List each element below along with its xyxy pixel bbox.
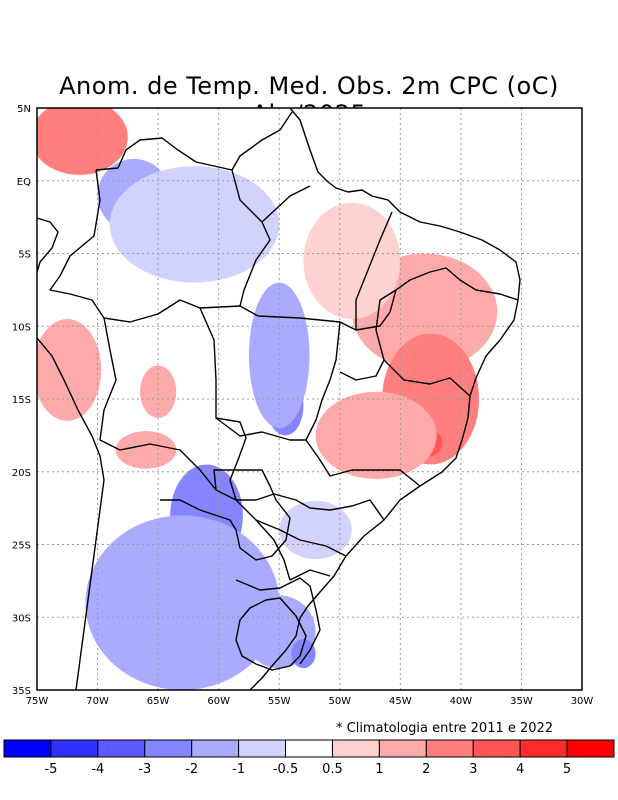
colorbar-label: -0.5 (273, 762, 298, 777)
border-states-4 (305, 321, 341, 441)
colorbar-swatch (50, 739, 99, 758)
colorbar-swatch (566, 739, 615, 758)
colorbar-swatch (238, 739, 287, 758)
border-states-6 (389, 267, 519, 313)
border-argentina-uruguay (235, 577, 321, 665)
colorbar-label: 2 (422, 762, 430, 777)
colorbar-labels: -5 -4 -3 -2 -1 -0.5 0.5 1 2 3 4 5 (44, 762, 571, 777)
colorbar-label: -2 (185, 762, 198, 777)
lat-tick-label: 5S (18, 250, 31, 261)
colorbar (3, 739, 615, 758)
lat-tick-label: 15S (12, 395, 31, 406)
colorbar-swatch (519, 739, 568, 758)
plot-frame (36, 107, 583, 691)
grid-lines (37, 108, 582, 690)
colorbar-swatch (472, 739, 521, 758)
anomaly-cold-argentina (85, 515, 280, 690)
border-states-11 (255, 519, 347, 557)
colorbar-swatch (3, 739, 52, 758)
lon-tick-label: 50W (328, 696, 351, 707)
border-states-10 (236, 493, 385, 521)
border-brazil-north (95, 111, 293, 171)
colorbar-label: 1 (375, 762, 383, 777)
lat-tick-label: 35S (12, 686, 31, 697)
border-states-13 (289, 569, 331, 581)
lon-tick-label: 40W (450, 696, 473, 707)
colorbar-label: -4 (91, 762, 104, 777)
lat-tick-label: 20S (12, 468, 31, 479)
border-states-8 (383, 359, 471, 397)
lon-tick-label: 35W (510, 696, 533, 707)
colorbar-swatch (331, 739, 380, 758)
anomaly-warm-bolivia (139, 365, 177, 418)
border-paraguay (160, 469, 291, 561)
colorbar-label: 4 (516, 762, 524, 777)
anomaly-warm-west-peru-halo (37, 318, 102, 421)
border-bolivia-south (99, 317, 237, 501)
border-states-5 (355, 211, 393, 330)
lon-tick-label: 55W (268, 696, 291, 707)
colorbar-label: -5 (44, 762, 57, 777)
colorbar-swatch (191, 739, 240, 758)
colorbar-label: 5 (563, 762, 571, 777)
lon-tick-label: 60W (207, 696, 230, 707)
border-states-2 (231, 169, 271, 307)
colorbar-label: 3 (469, 762, 477, 777)
colorbar-swatch (144, 739, 193, 758)
colorbar-label: -3 (138, 762, 151, 777)
country-borders (37, 108, 521, 690)
colorbar-swatch (425, 739, 474, 758)
lon-tick-label: 45W (389, 696, 412, 707)
colorbar-label: 0.5 (322, 762, 343, 777)
lon-tick-label: 30W (571, 696, 594, 707)
lat-tick-label: 10S (12, 322, 31, 333)
coastline-east (249, 108, 521, 690)
lat-tick-label: 25S (12, 541, 31, 552)
climatology-note: * Climatologia entre 2011 e 2022 (336, 721, 554, 736)
anomaly-cold-matogrosso-halo (248, 282, 310, 429)
anomaly-warm-paraguay-north (115, 431, 177, 469)
lon-tick-label: 75W (26, 696, 49, 707)
lat-tick-label: 30S (12, 613, 31, 624)
anomaly-warm-nw-halo (37, 108, 128, 175)
longitude-labels: 75W 70W 65W 60W 55W 50W 45W 40W 35W 30W (26, 696, 594, 707)
anomaly-warm-central-east (315, 391, 437, 480)
anomaly-cold-riogrande (291, 639, 316, 669)
coastline-west (37, 217, 59, 273)
lon-tick-label: 70W (86, 696, 109, 707)
lon-tick-label: 65W (147, 696, 170, 707)
lat-tick-label: 5N (17, 104, 31, 115)
colorbar-swatch (378, 739, 427, 758)
anomaly-cold-parana (279, 500, 352, 560)
border-states-3 (261, 185, 311, 223)
colorbar-label: -1 (232, 762, 245, 777)
anomaly-warm-para (303, 202, 401, 319)
border-uruguay (235, 597, 307, 671)
latitude-labels: 5N EQ 5S 10S 15S 20S 25S 30S 35S (12, 104, 31, 697)
border-states-9 (305, 439, 421, 487)
colorbar-swatch (97, 739, 146, 758)
coastline-west-south (37, 337, 105, 690)
lat-tick-label: EQ (17, 177, 31, 188)
colorbar-swatch (285, 739, 333, 758)
border-states-12 (215, 417, 306, 441)
